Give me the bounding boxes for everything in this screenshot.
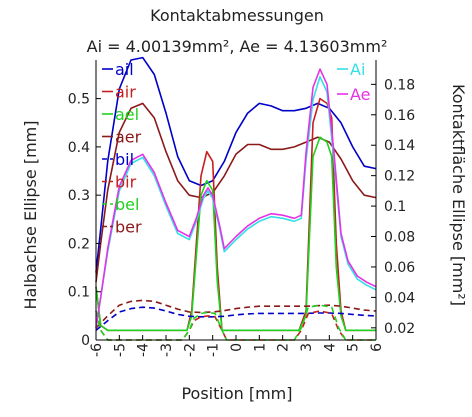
x-tick-label: -6 — [89, 343, 105, 357]
x-tick-label: 1 — [252, 343, 268, 352]
y-left-tick-label: 0.4 — [68, 140, 90, 156]
plot-area: -6 -5 -4 -3 -2 -1 0 1 2 3 4 5 600.10.20.30.40.50.020… — [68, 56, 415, 357]
series-line-Ae — [95, 68, 377, 328]
legend-label-bel: bel — [115, 195, 139, 214]
legend-label-bil: bil — [115, 150, 134, 169]
y-left-tick-label: 0.3 — [68, 188, 90, 204]
x-tick-label: 3 — [299, 343, 315, 352]
y-left-tick-label: 0.2 — [68, 236, 90, 252]
legend-label-ael: ael — [115, 105, 139, 124]
x-axis-label: Position [mm] — [181, 384, 292, 403]
y-left-tick-label: 0.5 — [68, 92, 90, 108]
y-right-tick-label: 0.06 — [384, 260, 415, 276]
x-tick-label: 5 — [346, 343, 362, 352]
chart-title: Kontaktabmessungen — [150, 6, 324, 25]
series-line-bel — [95, 304, 376, 341]
y-right-tick-label: 0.02 — [384, 321, 415, 337]
legend-label-Ae: Ae — [350, 85, 371, 104]
series-line-bil — [95, 306, 377, 331]
legend-label-aer: aer — [115, 128, 142, 147]
chart-subtitle: Ai = 4.00139mm², Ae = 4.13603mm² — [87, 37, 388, 56]
y-right-tick-label: 0.14 — [384, 138, 415, 154]
series-line-aer — [95, 102, 377, 283]
x-tick-label: -3 — [159, 343, 175, 357]
series-line-ber — [95, 299, 377, 329]
x-tick-label: 2 — [276, 343, 292, 352]
y-left-tick-label: 0.1 — [68, 285, 90, 301]
x-tick-label: 4 — [322, 343, 338, 352]
legend-label-bir: bir — [115, 173, 137, 192]
y-axis-label-right: Kontaktfläche Ellipse [mm²] — [449, 84, 468, 306]
y-right-tick-label: 0.1 — [384, 199, 406, 215]
y-right-tick-label: 0.18 — [384, 77, 415, 93]
x-tick-label: -5 — [112, 343, 128, 357]
x-tick-label: -1 — [206, 343, 222, 357]
y-right-tick-label: 0.12 — [384, 169, 415, 185]
y-left-tick-label: 0 — [81, 333, 90, 349]
series-line-ail — [95, 56, 377, 273]
legend-label-ber: ber — [115, 218, 142, 237]
x-tick-label: 0 — [229, 343, 245, 352]
legend-label-air: air — [115, 83, 136, 102]
y-axis-label-left: Halbachse Ellipse [mm] — [21, 121, 40, 310]
x-tick-label: 6 — [369, 343, 385, 352]
x-tick-label: -4 — [136, 343, 152, 357]
legend-label-Ai: Ai — [350, 60, 365, 79]
y-right-tick-label: 0.16 — [384, 108, 415, 124]
legend-label-ail: ail — [115, 60, 134, 79]
series-line-bir — [95, 310, 376, 341]
series-line-ael — [95, 136, 376, 332]
y-right-tick-label: 0.08 — [384, 230, 415, 246]
y-right-tick-label: 0.04 — [384, 290, 415, 306]
x-tick-label: -2 — [182, 343, 198, 357]
